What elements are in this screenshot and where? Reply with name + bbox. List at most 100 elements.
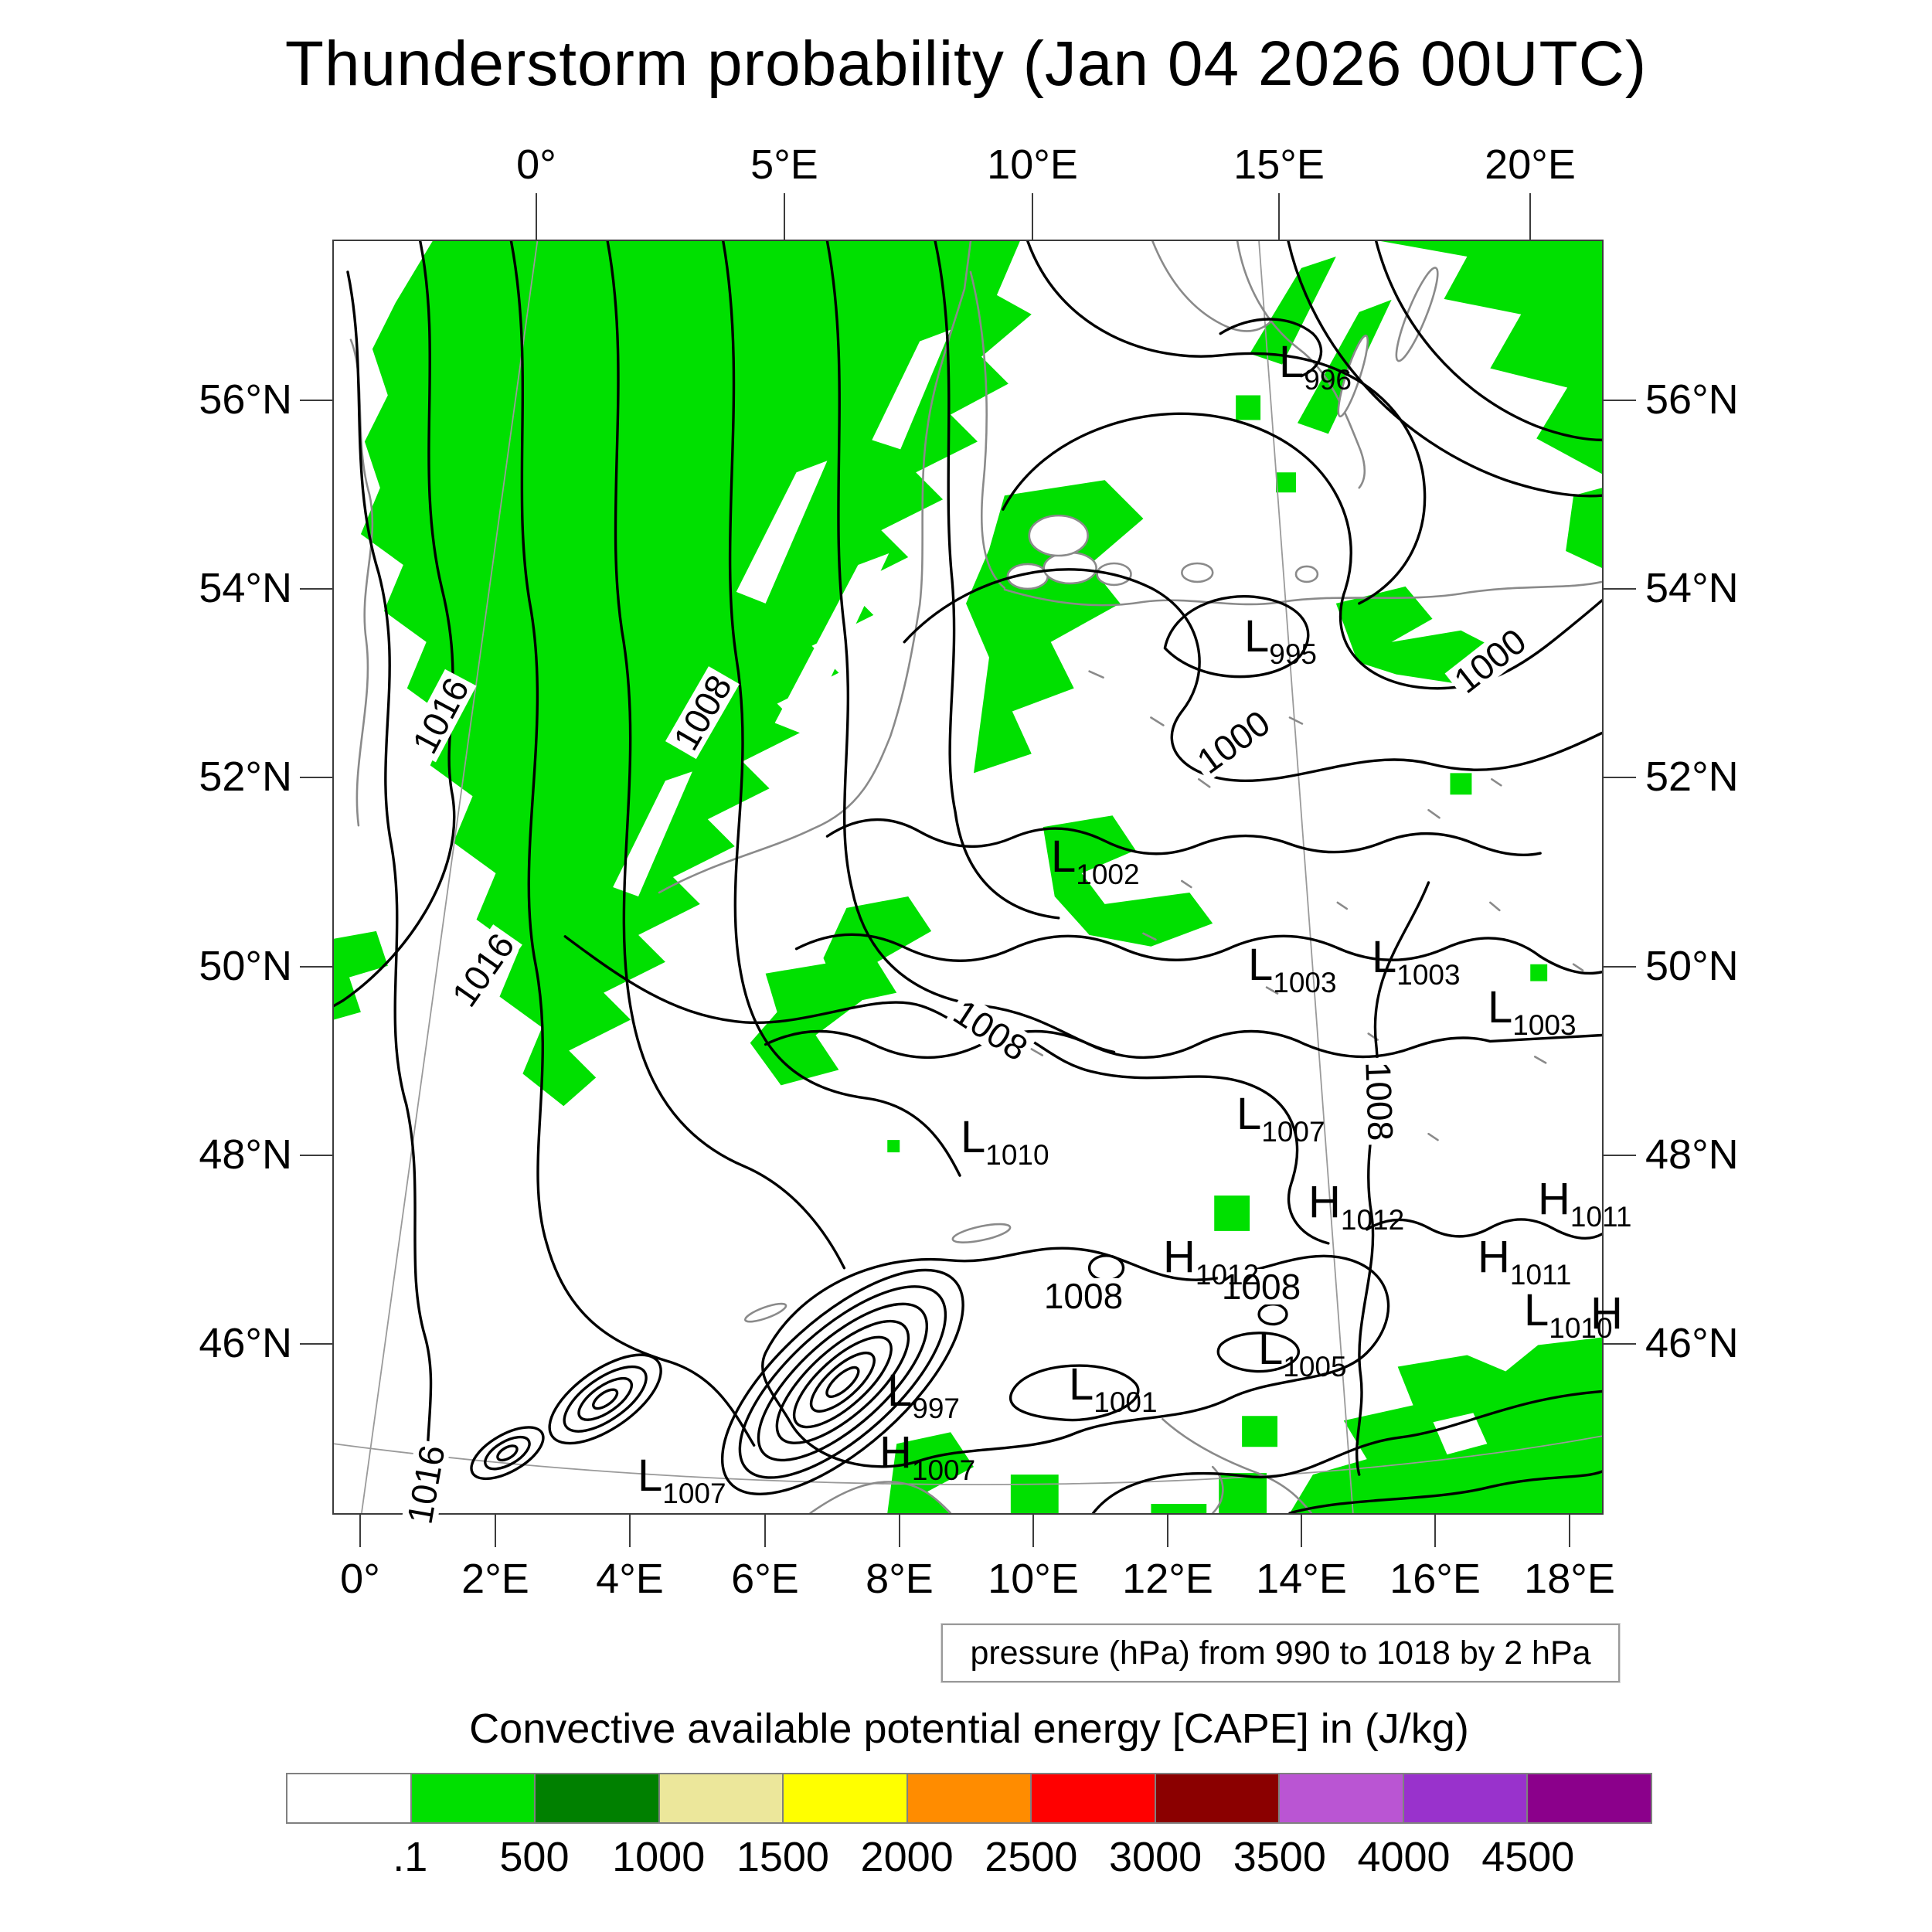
pressure-center-value: 995	[1269, 638, 1317, 670]
pressure-center-l: L1003	[1372, 932, 1461, 990]
colorbar-tick-label: 4000	[1357, 1834, 1451, 1880]
pressure-center-value: 996	[1304, 364, 1352, 396]
pressure-center-l: L1002	[1051, 835, 1140, 889]
bottom-axis-label: 12°E	[1122, 1556, 1213, 1602]
colorbar-tick-label: 3000	[1109, 1834, 1202, 1880]
bottom-axis-tick	[1569, 1515, 1570, 1547]
colorbar-cell	[1403, 1774, 1529, 1822]
colorbar-title: Convective available potential energy [C…	[469, 1706, 1469, 1752]
bottom-axis-label: 10°E	[988, 1556, 1079, 1602]
colorbar-tick-label: 2000	[860, 1834, 954, 1880]
pressure-center-h: H	[1590, 1291, 1623, 1345]
map-graphic	[334, 241, 1602, 1513]
bottom-axis-tick	[359, 1515, 361, 1547]
pressure-center-l: L1003	[1248, 943, 1337, 998]
pressure-center-letter: L	[1244, 611, 1270, 662]
bottom-axis-tick	[899, 1515, 900, 1547]
colorbar-cell	[1280, 1774, 1404, 1822]
bottom-axis-tick	[1301, 1515, 1302, 1547]
left-axis-label: 56°N	[199, 376, 292, 423]
pressure-center-letter: H	[1478, 1232, 1510, 1282]
pressure-center-h: H1012	[1163, 1232, 1260, 1291]
map-panel	[332, 240, 1604, 1515]
pressure-center-letter: L	[1258, 1324, 1284, 1374]
right-axis-tick	[1604, 777, 1636, 778]
pressure-center-value: 1012	[1195, 1259, 1260, 1291]
pressure-center-letter: H	[1590, 1288, 1623, 1338]
pressure-center-l: L1007	[638, 1451, 726, 1509]
pressure-center-letter: L	[638, 1451, 663, 1501]
bottom-axis-label: 8°E	[866, 1556, 934, 1602]
pressure-center-l: L1010	[961, 1112, 1049, 1171]
pressure-center-letter: H	[1538, 1174, 1570, 1224]
pressure-center-value: 1010	[1549, 1312, 1613, 1344]
bottom-axis-tick	[764, 1515, 766, 1547]
right-axis-tick	[1604, 1155, 1636, 1156]
top-axis-tick	[784, 193, 785, 240]
pressure-center-value: 997	[912, 1393, 960, 1424]
left-axis-label: 54°N	[199, 565, 292, 611]
pressure-center-value: 1002	[1076, 859, 1140, 890]
pressure-center-letter: L	[1279, 337, 1304, 387]
right-axis-tick	[1604, 588, 1636, 590]
pressure-center-letter: L	[1524, 1285, 1549, 1335]
pressure-center-letter: H	[1308, 1177, 1341, 1227]
colorbar-cell	[287, 1774, 412, 1822]
pressure-center-value: 1005	[1283, 1351, 1347, 1383]
bottom-axis-label: 14°E	[1256, 1556, 1347, 1602]
colorbar-tick-label: 2500	[985, 1834, 1078, 1880]
pressure-center-l: L1007	[1236, 1092, 1325, 1148]
pressure-center-letter: L	[1372, 932, 1397, 982]
colorbar-cell	[1155, 1774, 1281, 1822]
left-axis-tick	[300, 966, 332, 968]
contour-label: 1008	[1039, 1278, 1128, 1314]
pressure-center-letter: H	[879, 1427, 912, 1478]
right-axis-label: 48°N	[1645, 1131, 1739, 1178]
pressure-center-value: 1003	[1273, 967, 1337, 998]
top-axis-label: 0°	[516, 141, 556, 188]
pressure-center-value: 1010	[985, 1139, 1049, 1171]
top-axis-tick	[536, 193, 537, 240]
colorbar-tick-label: 4500	[1481, 1834, 1575, 1880]
pressure-center-h: H1011	[1538, 1174, 1632, 1233]
bottom-axis-label: 18°E	[1524, 1556, 1615, 1602]
colorbar-tick-label: 1500	[736, 1834, 829, 1880]
left-axis-tick	[300, 1155, 332, 1156]
left-axis-tick	[300, 588, 332, 590]
left-axis-label: 48°N	[199, 1131, 292, 1178]
pressure-center-letter: H	[1163, 1232, 1196, 1282]
pressure-center-h: H1011	[1478, 1232, 1571, 1290]
pressure-center-value: 1007	[1261, 1116, 1325, 1148]
top-axis-label: 5°E	[750, 141, 818, 188]
pressure-center-letter: L	[1069, 1359, 1094, 1410]
bottom-axis-tick	[495, 1515, 496, 1547]
colorbar-cell	[536, 1774, 660, 1822]
colorbar-cell	[1528, 1774, 1651, 1822]
pressure-center-letter: L	[961, 1112, 986, 1162]
colorbar-cell	[907, 1774, 1032, 1822]
right-axis-label: 54°N	[1645, 565, 1739, 611]
right-axis-label: 46°N	[1645, 1320, 1739, 1366]
pressure-center-h: H1007	[879, 1430, 975, 1485]
top-axis-label: 15°E	[1233, 141, 1325, 188]
coastline-layer	[349, 241, 1602, 1513]
left-axis-label: 46°N	[199, 1320, 292, 1366]
pressure-center-value: 1011	[1570, 1201, 1632, 1233]
pressure-center-value: 1001	[1094, 1386, 1158, 1418]
right-axis-label: 56°N	[1645, 376, 1739, 423]
pressure-center-l: L1001	[1069, 1362, 1158, 1417]
pressure-center-l: L1005	[1258, 1324, 1347, 1383]
right-axis-tick	[1604, 400, 1636, 401]
top-axis-tick	[1032, 193, 1033, 240]
bottom-axis-tick	[1167, 1515, 1168, 1547]
colorbar	[286, 1773, 1652, 1824]
pressure-center-letter: L	[1051, 832, 1077, 882]
left-axis-label: 50°N	[199, 943, 292, 989]
contour-label: 1008	[1358, 1057, 1401, 1145]
colorbar-cell	[659, 1774, 784, 1822]
bottom-axis-tick	[629, 1515, 631, 1547]
colorbar-tick-label: 1000	[612, 1834, 706, 1880]
contour-label: 1008	[1217, 1269, 1305, 1304]
colorbar-cell	[784, 1774, 908, 1822]
